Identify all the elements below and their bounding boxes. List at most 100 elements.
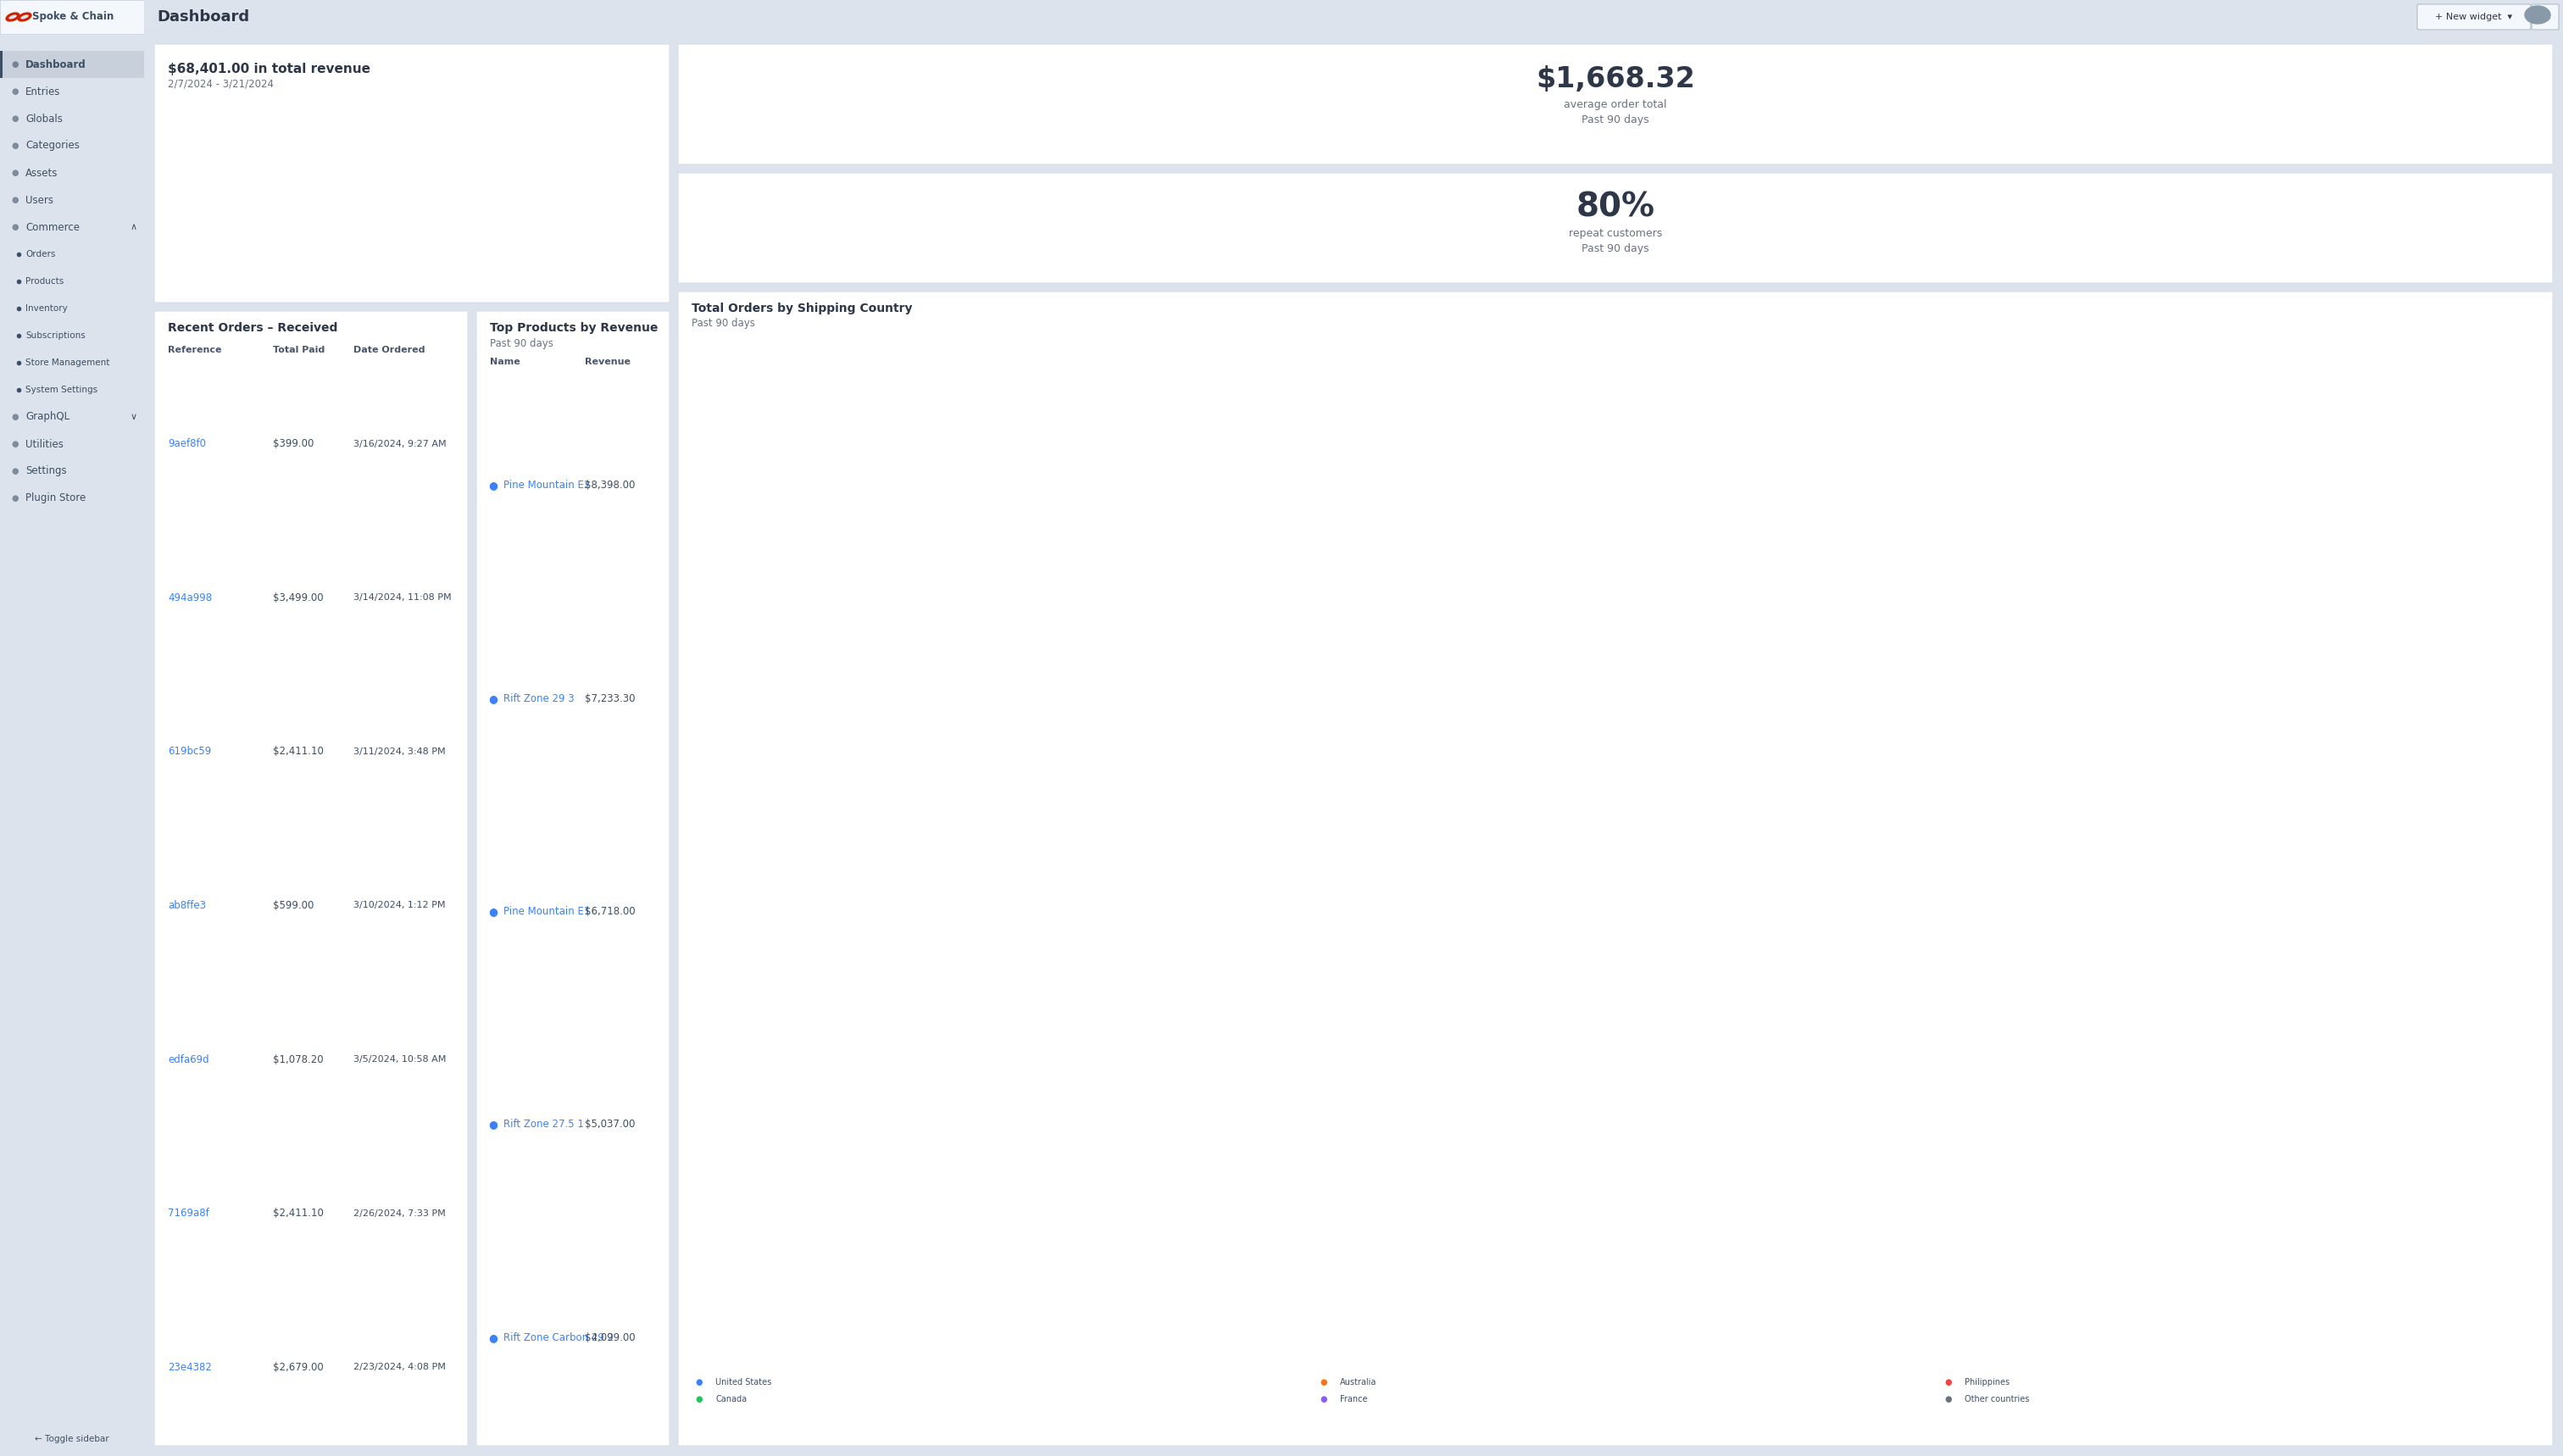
Text: Pine Mountain E2: Pine Mountain E2 bbox=[502, 480, 589, 491]
Ellipse shape bbox=[18, 12, 31, 22]
Text: 9aef8f0: 9aef8f0 bbox=[167, 438, 205, 450]
Wedge shape bbox=[1202, 441, 1615, 984]
Point bbox=[500, 253, 541, 277]
Wedge shape bbox=[1615, 441, 1935, 703]
Point bbox=[315, 253, 356, 277]
Point bbox=[533, 243, 574, 266]
Point bbox=[433, 253, 474, 277]
Text: Commerce: Commerce bbox=[26, 221, 79, 233]
Text: Past 90 days: Past 90 days bbox=[1581, 243, 1648, 255]
Text: $1,668.32: $1,668.32 bbox=[1535, 66, 1694, 93]
Text: System Settings: System Settings bbox=[26, 386, 97, 395]
Text: ← Toggle sidebar: ← Toggle sidebar bbox=[36, 1434, 110, 1443]
Ellipse shape bbox=[5, 12, 21, 22]
Text: Rift Zone 27.5 1: Rift Zone 27.5 1 bbox=[502, 1120, 584, 1130]
Text: 2/23/2024, 4:08 PM: 2/23/2024, 4:08 PM bbox=[354, 1363, 446, 1372]
Text: edfa69d: edfa69d bbox=[167, 1054, 210, 1064]
Point bbox=[566, 236, 607, 259]
Text: ●: ● bbox=[13, 223, 18, 232]
Text: Globals: Globals bbox=[26, 114, 62, 124]
Text: ●: ● bbox=[490, 693, 497, 703]
Text: ●: ● bbox=[1320, 1395, 1328, 1404]
Text: $7,233.30: $7,233.30 bbox=[584, 693, 636, 703]
Text: $3,499.00: $3,499.00 bbox=[272, 593, 323, 603]
Point bbox=[333, 264, 374, 287]
Text: ●: ● bbox=[490, 1120, 497, 1130]
Text: Products: Products bbox=[26, 277, 64, 285]
Text: Recent Orders – Received: Recent Orders – Received bbox=[167, 322, 338, 333]
FancyBboxPatch shape bbox=[2532, 4, 2558, 29]
Point bbox=[200, 208, 241, 232]
Point bbox=[249, 240, 290, 264]
Text: 3/10/2024, 1:12 PM: 3/10/2024, 1:12 PM bbox=[354, 901, 446, 910]
Wedge shape bbox=[1802, 593, 2027, 826]
Text: Utilities: Utilities bbox=[26, 438, 64, 450]
Text: 2/26/2024, 7:33 PM: 2/26/2024, 7:33 PM bbox=[354, 1208, 446, 1217]
Text: ●: ● bbox=[13, 87, 18, 96]
Text: Plugin Store: Plugin Store bbox=[26, 492, 85, 504]
Text: Past 90 days: Past 90 days bbox=[1581, 115, 1648, 125]
Point bbox=[584, 253, 625, 277]
Point bbox=[349, 240, 390, 264]
Text: $8,398.00: $8,398.00 bbox=[584, 480, 636, 491]
Text: Top Products by Revenue: Top Products by Revenue bbox=[490, 322, 659, 333]
Text: Revenue: Revenue bbox=[584, 358, 630, 365]
Text: ●: ● bbox=[490, 480, 497, 491]
Text: average order total: average order total bbox=[1563, 99, 1666, 111]
Text: $599.00: $599.00 bbox=[272, 900, 313, 911]
Ellipse shape bbox=[21, 15, 28, 19]
Text: Other countries: Other countries bbox=[1966, 1395, 2030, 1404]
Text: $399.00: $399.00 bbox=[272, 438, 313, 450]
FancyBboxPatch shape bbox=[0, 51, 144, 79]
Text: $2,411.10: $2,411.10 bbox=[272, 745, 323, 757]
Point bbox=[466, 261, 507, 284]
Point bbox=[300, 233, 341, 256]
Point bbox=[618, 243, 659, 266]
Text: ∧: ∧ bbox=[131, 223, 138, 232]
Text: ●: ● bbox=[13, 60, 18, 68]
Text: ●: ● bbox=[13, 115, 18, 122]
Text: $68,401.00 in total revenue: $68,401.00 in total revenue bbox=[167, 63, 372, 76]
Text: $2,411.10: $2,411.10 bbox=[272, 1208, 323, 1219]
Point bbox=[149, 264, 190, 287]
Text: $5,037.00: $5,037.00 bbox=[584, 1120, 636, 1130]
Text: 2/7/2024 - 3/21/2024: 2/7/2024 - 3/21/2024 bbox=[167, 79, 274, 89]
Point bbox=[367, 256, 408, 280]
Text: Categories: Categories bbox=[26, 140, 79, 151]
Text: ∨: ∨ bbox=[131, 412, 138, 421]
Text: ●: ● bbox=[490, 906, 497, 917]
Text: United States: United States bbox=[715, 1377, 771, 1386]
Text: ⚙: ⚙ bbox=[2540, 10, 2550, 23]
Circle shape bbox=[2525, 6, 2550, 23]
Point bbox=[551, 256, 592, 280]
Text: ●: ● bbox=[695, 1395, 702, 1404]
Text: ●: ● bbox=[695, 1377, 702, 1386]
Text: Entries: Entries bbox=[26, 86, 62, 98]
Text: Canada: Canada bbox=[715, 1395, 746, 1404]
Text: ●: ● bbox=[13, 412, 18, 421]
FancyBboxPatch shape bbox=[2417, 4, 2530, 29]
Text: Assets: Assets bbox=[26, 167, 59, 179]
Text: Subscriptions: Subscriptions bbox=[26, 332, 85, 339]
Text: ●: ● bbox=[1320, 1377, 1328, 1386]
Text: Past 90 days: Past 90 days bbox=[692, 319, 756, 329]
Text: Dashboard: Dashboard bbox=[26, 58, 87, 70]
Text: ●: ● bbox=[13, 141, 18, 150]
Point bbox=[451, 236, 492, 259]
Text: 3/5/2024, 10:58 AM: 3/5/2024, 10:58 AM bbox=[354, 1056, 446, 1064]
Point bbox=[518, 233, 559, 256]
Text: Australia: Australia bbox=[1340, 1377, 1376, 1386]
Text: ●: ● bbox=[13, 169, 18, 178]
Point bbox=[382, 233, 423, 256]
Text: 3/16/2024, 9:27 AM: 3/16/2024, 9:27 AM bbox=[354, 440, 446, 448]
Text: $4,099.00: $4,099.00 bbox=[584, 1332, 636, 1342]
Point bbox=[182, 246, 223, 269]
Point bbox=[633, 253, 674, 277]
Text: Settings: Settings bbox=[26, 466, 67, 476]
Wedge shape bbox=[1745, 804, 2030, 1206]
Text: Dashboard: Dashboard bbox=[156, 9, 249, 25]
Text: Spoke & Chain: Spoke & Chain bbox=[33, 12, 113, 22]
Point bbox=[233, 223, 274, 246]
Text: Rift Zone 29 3: Rift Zone 29 3 bbox=[502, 693, 574, 703]
Text: Pine Mountain E1: Pine Mountain E1 bbox=[502, 906, 589, 917]
